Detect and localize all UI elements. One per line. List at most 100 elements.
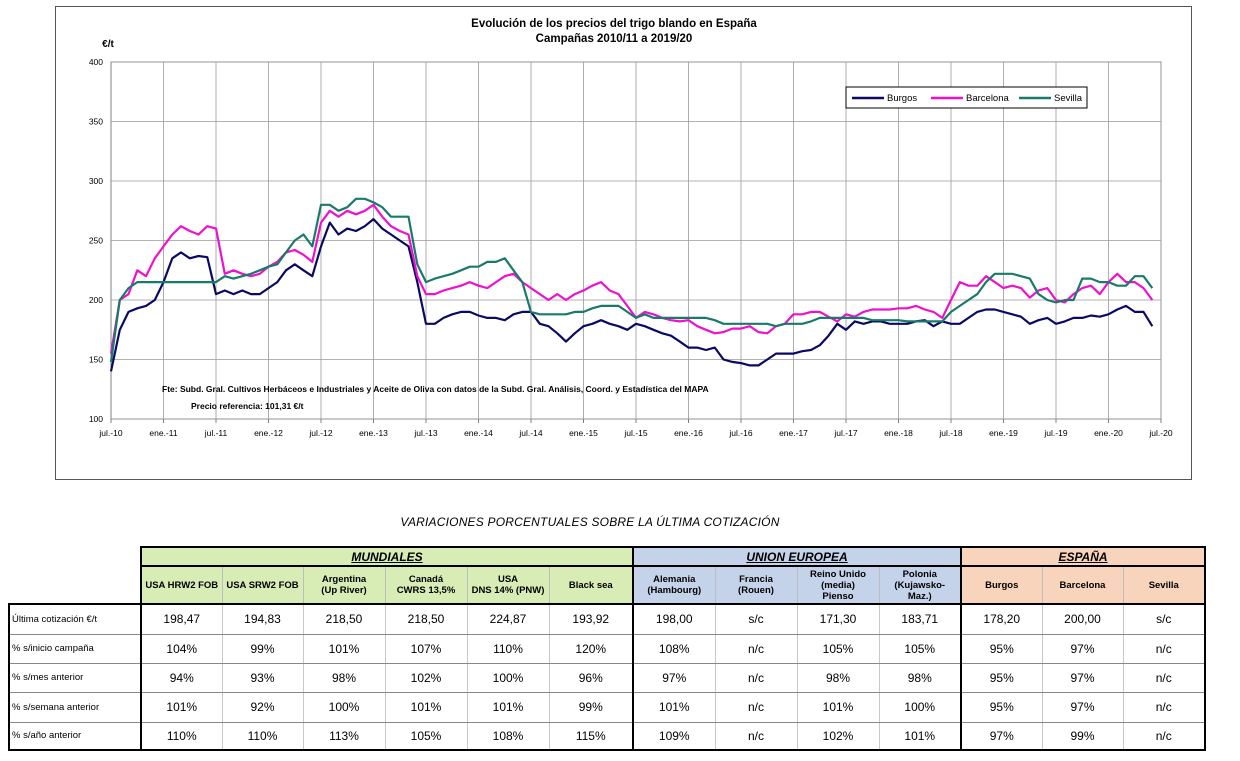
x-tick-label: jul.-14 xyxy=(518,428,542,438)
column-header-line: Alemania xyxy=(653,574,696,585)
x-tick-label: jul.-18 xyxy=(938,428,962,438)
y-tick-label: 400 xyxy=(89,57,103,67)
column-header-line: Argentina xyxy=(321,574,367,585)
x-tick-label: ene.-11 xyxy=(149,428,177,438)
table-cell: 94% xyxy=(140,663,223,693)
table-cell: 107% xyxy=(384,634,468,664)
row-label: Última cotización €/t xyxy=(8,603,142,635)
x-tick-label: ene.-17 xyxy=(779,428,808,438)
table-cell: 198,00 xyxy=(632,603,716,635)
table-cell: 105% xyxy=(878,634,962,664)
table-cell: 97% xyxy=(632,663,716,693)
column-header: Alemania (Hambourg) xyxy=(632,566,716,605)
price-chart-svg: Evolución de los precios del trigo bland… xyxy=(89,18,1173,438)
table-cell: 96% xyxy=(548,663,634,693)
table-cell: 101% xyxy=(632,692,716,723)
column-header-line: Black sea xyxy=(568,579,613,591)
x-tick-label: jul.-19 xyxy=(1043,428,1067,438)
y-axis-label: €/t xyxy=(102,39,114,50)
column-header: Francia (Rouen) xyxy=(714,566,798,605)
column-header-line: CWRS 13,5% xyxy=(396,585,456,596)
table-cell: 95% xyxy=(960,663,1043,693)
column-header-line: Reino Unido xyxy=(810,568,866,580)
column-header-line: Canadá xyxy=(408,574,444,585)
table-cell: 113% xyxy=(302,722,386,751)
table-cell: 224,87 xyxy=(466,603,550,635)
x-tick-label: ene.-16 xyxy=(674,428,703,438)
table-cell: 105% xyxy=(796,634,880,664)
table-cell: n/c xyxy=(1122,722,1206,751)
table-cell: 200,00 xyxy=(1041,603,1124,635)
row-label: % s/mes anterior xyxy=(8,663,142,693)
table-cell: 194,83 xyxy=(221,603,304,635)
x-tick-label: jul.-10 xyxy=(98,428,122,438)
column-header-line: Pienso xyxy=(822,590,854,602)
table-cell: 110% xyxy=(221,722,304,751)
group-header-mundiales: MUNDIALES xyxy=(140,546,634,567)
table-cell: 95% xyxy=(960,692,1043,723)
row-label: % s/año anterior xyxy=(8,722,142,751)
column-header-line: Sevilla xyxy=(1148,579,1179,591)
table-cell: 183,71 xyxy=(878,603,962,635)
table-cell: 98% xyxy=(302,663,386,693)
x-tick-label: ene.-13 xyxy=(359,428,388,438)
table-cell: 171,30 xyxy=(796,603,880,635)
table-cell: n/c xyxy=(714,663,798,693)
column-header-line: (Rouen) xyxy=(738,585,774,596)
y-tick-label: 350 xyxy=(89,117,103,127)
y-tick-label: 200 xyxy=(89,295,103,305)
table-cell: 218,50 xyxy=(384,603,468,635)
x-tick-label: jul.-15 xyxy=(623,428,647,438)
column-header: USA HRW2 FOB xyxy=(140,566,223,605)
table-cell: n/c xyxy=(714,634,798,664)
column-header: Burgos xyxy=(960,566,1043,605)
variations-table: MUNDIALES UNION EUROPEA ESPAÑA USA HRW2 FOB… xyxy=(8,546,1206,751)
column-header-line: USA xyxy=(497,574,519,585)
table-cell: n/c xyxy=(1122,663,1206,693)
price-chart: Evolución de los precios del trigo bland… xyxy=(55,6,1192,480)
table-cell: 101% xyxy=(466,692,550,723)
group-header-espana: ESPAÑA xyxy=(960,546,1206,567)
table-cell: n/c xyxy=(714,722,798,751)
table-cell: 109% xyxy=(632,722,716,751)
legend-label-burgos: Burgos xyxy=(887,93,917,104)
column-header-line: Barcelona xyxy=(1059,579,1106,591)
series-layer xyxy=(109,197,1154,372)
table-cell: 178,20 xyxy=(960,603,1043,635)
table-cell: 100% xyxy=(878,692,962,723)
table-cell: 108% xyxy=(632,634,716,664)
chart-subtitle: Campañas 2010/11 a 2019/20 xyxy=(536,33,693,45)
y-tick-label: 150 xyxy=(89,355,103,365)
column-header-line: DNS 14% (PNW) xyxy=(471,585,545,596)
table-cell: n/c xyxy=(1122,634,1206,664)
table-corner xyxy=(9,547,141,566)
series-line-sevilla xyxy=(109,197,1154,363)
table-cell: 193,92 xyxy=(548,603,634,635)
column-header-line: Burgos xyxy=(985,579,1019,591)
source-note: Fte: Subd. Gral. Cultivos Herbáceos e In… xyxy=(162,384,709,394)
table-cell: 108% xyxy=(466,722,550,751)
column-header: USA SRW2 FOB xyxy=(221,566,304,605)
y-tick-label: 100 xyxy=(89,414,103,424)
table-cell: 120% xyxy=(548,634,634,664)
column-header: Reino Unido (media) Pienso xyxy=(796,566,880,605)
x-tick-label: jul.-13 xyxy=(413,428,437,438)
table-cell: 97% xyxy=(1041,692,1124,723)
table-cell: 97% xyxy=(1041,634,1124,664)
x-tick-label: ene.-14 xyxy=(464,428,493,438)
column-header-line: Polonia xyxy=(902,568,937,580)
x-tick-label: ene.-18 xyxy=(884,428,913,438)
table-cell: 101% xyxy=(140,692,223,723)
table-row: % s/año anterior 110% 110% 113% 105% 108% 115%… xyxy=(8,722,1206,751)
table-cell: 97% xyxy=(960,722,1043,751)
table-cell: 97% xyxy=(1041,663,1124,693)
table-caption: VARIACIONES PORCENTUALES SOBRE LA ÚLTIMA… xyxy=(400,515,780,529)
table-cell: 102% xyxy=(384,663,468,693)
column-header-line: (Kujawsko- xyxy=(894,579,946,591)
table-cell: 101% xyxy=(796,692,880,723)
x-tick-label: jul.-11 xyxy=(204,428,228,438)
column-header: Argentina (Up River) xyxy=(302,566,386,605)
row-label: % s/inicio campaña xyxy=(8,634,142,664)
table-cell: 110% xyxy=(140,722,223,751)
chart-legend: Burgos Barcelona Sevilla xyxy=(845,86,1088,109)
